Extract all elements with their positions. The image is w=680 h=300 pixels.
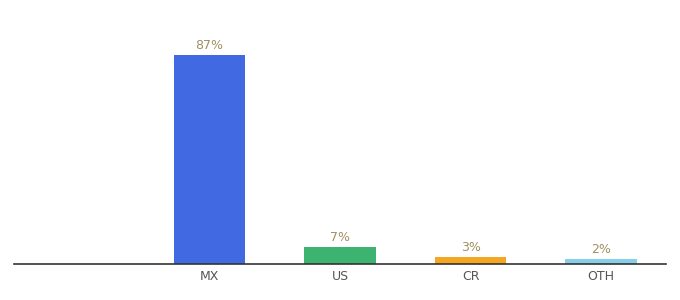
Bar (173, 55, 245, 264)
Bar (435, 257, 507, 264)
Bar (565, 259, 637, 264)
Text: 2%: 2% (591, 243, 611, 256)
Text: 7%: 7% (330, 231, 350, 244)
Text: 87%: 87% (195, 39, 224, 52)
Bar (304, 247, 376, 264)
Text: 3%: 3% (460, 241, 481, 254)
